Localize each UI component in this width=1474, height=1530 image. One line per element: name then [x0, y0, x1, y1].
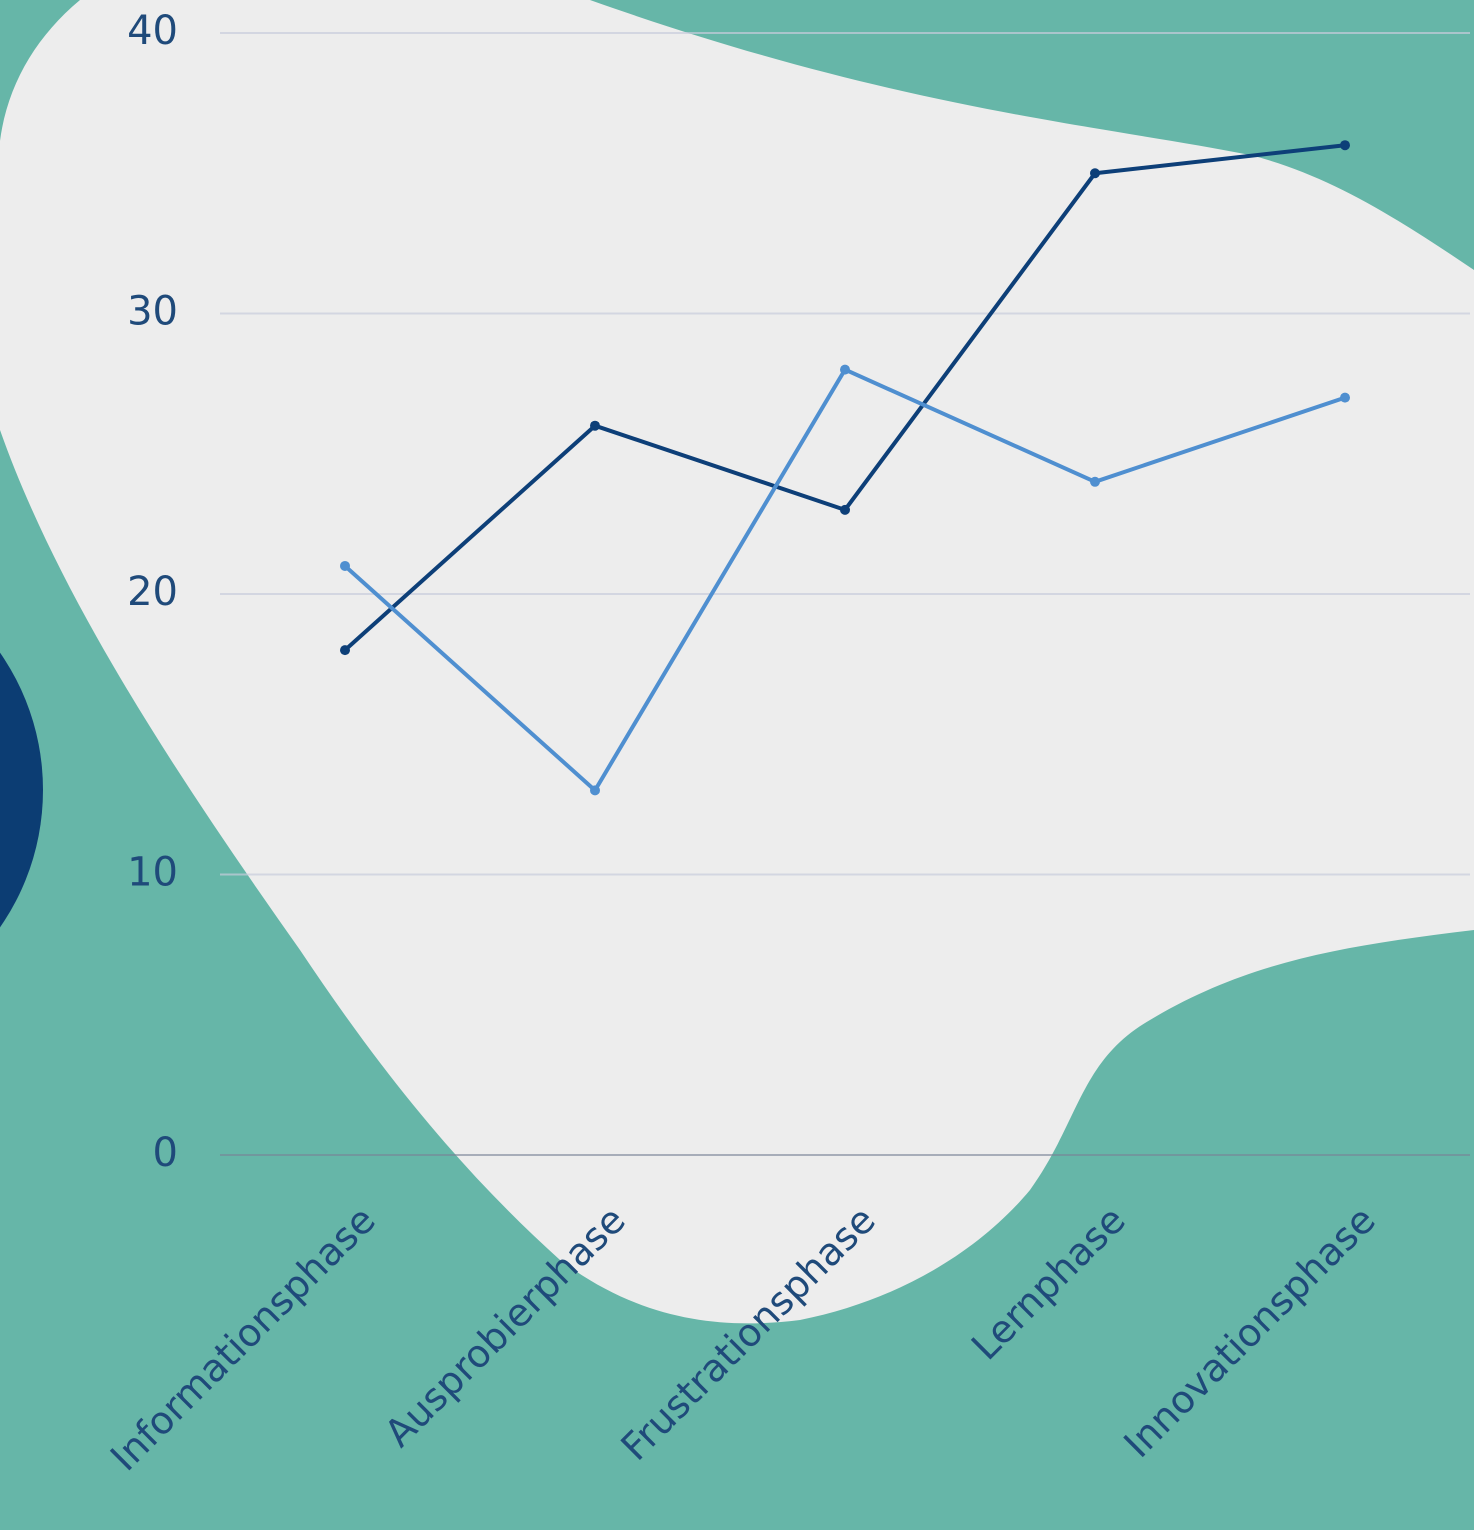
y-tick-label: 0	[153, 1130, 178, 1176]
point	[590, 785, 600, 796]
decor-blob	[0, 0, 1474, 1324]
y-tick-label: 20	[127, 569, 178, 615]
point	[1340, 392, 1350, 403]
point	[1090, 168, 1100, 179]
point	[840, 504, 850, 515]
point	[1090, 476, 1100, 487]
decor-circle	[0, 652, 43, 928]
point	[1340, 140, 1350, 151]
y-tick-label: 40	[127, 8, 178, 54]
point	[340, 645, 350, 656]
y-tick-label: 10	[127, 850, 178, 896]
y-tick-label: 30	[127, 289, 178, 335]
point	[840, 364, 850, 375]
point	[340, 560, 350, 571]
point	[590, 420, 600, 431]
